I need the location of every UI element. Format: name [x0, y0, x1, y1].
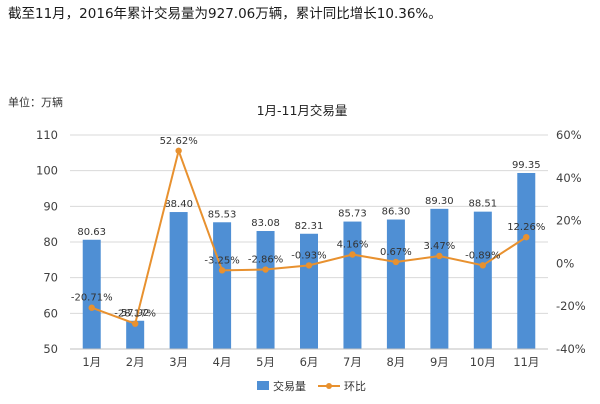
chart-area: 单位：万辆 1月-11月交易量 50 60 70 80 90 100 110 -40% -20… — [0, 88, 600, 400]
bar-value-labels: 80.63 57.92 88.40 85.53 83.08 82.31 85.73 86.30… — [77, 160, 540, 319]
left-tick-label: 70 — [43, 271, 58, 285]
line-value-label: -0.89% — [465, 250, 500, 261]
left-tick-label: 50 — [43, 342, 58, 356]
x-tick-label: 9月 — [430, 355, 449, 369]
line-value-labels: -20.71%-28.17% 52.62% -3.25% -2.86% -0.93% 4.… — [71, 136, 545, 320]
bar-value-label: 86.30 — [382, 207, 411, 218]
x-tick-label: 3月 — [169, 355, 188, 369]
bar-value-label: 88.40 — [164, 199, 193, 210]
bar-6 — [300, 233, 318, 349]
bar-value-label: 85.73 — [338, 209, 367, 220]
legend-line-marker — [326, 383, 332, 389]
legend-line-label: 环比 — [344, 380, 366, 393]
line-point-1 — [88, 304, 95, 311]
bar-3 — [169, 212, 188, 349]
line-value-label: 12.26% — [507, 222, 545, 233]
x-tick-label: 4月 — [213, 355, 232, 369]
x-tick-label: 11月 — [513, 355, 539, 369]
x-tick-label: 5月 — [256, 355, 275, 369]
bar-value-label: 85.53 — [208, 209, 237, 220]
bar-4 — [213, 222, 232, 349]
bar-2 — [126, 320, 145, 349]
line-point-7 — [349, 251, 356, 258]
chart-title: 1月-11月交易量 — [257, 103, 348, 118]
bar-8 — [386, 219, 405, 349]
bar-value-label: 83.08 — [251, 218, 280, 229]
bar-11 — [517, 172, 536, 349]
right-tick-label: -20% — [556, 299, 586, 313]
line-point-10 — [479, 262, 487, 269]
unit-label: 单位：万辆 — [8, 95, 63, 109]
x-tick-label: 10月 — [470, 355, 496, 369]
x-axis: 1月 2月 3月 4月 5月 6月 7月 8月 9月 10月 11月 — [70, 348, 548, 369]
left-axis: 50 60 70 80 90 100 110 — [36, 128, 58, 356]
bar-5 — [256, 231, 275, 349]
x-tick-label: 7月 — [343, 355, 362, 369]
x-tick-label: 1月 — [82, 355, 101, 369]
bar-value-label: 89.30 — [425, 196, 454, 207]
bar-value-label: 82.31 — [295, 221, 324, 232]
line-point-6 — [305, 262, 313, 269]
x-tick-label: 8月 — [386, 355, 405, 369]
line-value-label: 52.62% — [160, 136, 198, 147]
bar-7 — [343, 221, 362, 349]
x-tick-label: 6月 — [300, 355, 319, 369]
left-tick-label: 90 — [43, 199, 58, 213]
line-value-label: -20.71% — [71, 293, 113, 304]
line-point-9 — [436, 252, 443, 260]
right-tick-label: 60% — [556, 128, 582, 142]
legend: 交易量 环比 — [257, 379, 366, 393]
bar-value-label: 80.63 — [77, 227, 106, 238]
legend-bar-swatch — [257, 381, 269, 390]
x-tick-label: 2月 — [126, 355, 145, 369]
bar-value-label: 99.35 — [512, 160, 541, 171]
bar-9 — [430, 208, 449, 349]
line-point-3 — [175, 147, 182, 154]
left-tick-label: 100 — [36, 164, 58, 178]
line-point-5 — [262, 266, 269, 273]
line-value-label: -28.17% — [114, 309, 156, 320]
right-tick-label: 40% — [556, 171, 582, 185]
right-tick-label: -40% — [556, 342, 586, 356]
line-series — [88, 147, 530, 327]
headline: 截至11月，2016年累计交易量为927.06万辆，累计同比增长10.36%。 — [8, 6, 442, 22]
line-point-8 — [392, 258, 400, 266]
left-tick-label: 60 — [43, 306, 58, 320]
line-value-label: 0.67% — [380, 247, 412, 258]
line-point-2 — [131, 320, 139, 327]
transaction-volume-chart: 单位：万辆 1月-11月交易量 50 60 70 80 90 100 110 -40% -20… — [8, 95, 586, 393]
bar-value-label: 57.92 — [121, 308, 150, 319]
right-tick-label: 0% — [556, 256, 574, 270]
line-point-11 — [523, 233, 530, 241]
left-tick-label: 110 — [36, 128, 58, 142]
line-value-label: -2.86% — [248, 255, 283, 266]
line-value-label: 4.16% — [337, 239, 369, 250]
bar-1 — [82, 239, 101, 349]
line-point-4 — [218, 267, 226, 274]
left-tick-label: 80 — [43, 235, 58, 249]
right-tick-label: 20% — [556, 214, 582, 228]
line-value-label: -0.93% — [291, 250, 326, 261]
bar-series — [82, 172, 536, 349]
line-value-label: -3.25% — [204, 255, 239, 266]
right-axis: -40% -20% 0% 20% 40% 60% — [556, 128, 586, 356]
line-value-label: 3.47% — [423, 241, 455, 252]
bar-10 — [473, 211, 492, 349]
bar-value-label: 88.51 — [468, 199, 497, 210]
legend-bar-label: 交易量 — [273, 379, 306, 393]
